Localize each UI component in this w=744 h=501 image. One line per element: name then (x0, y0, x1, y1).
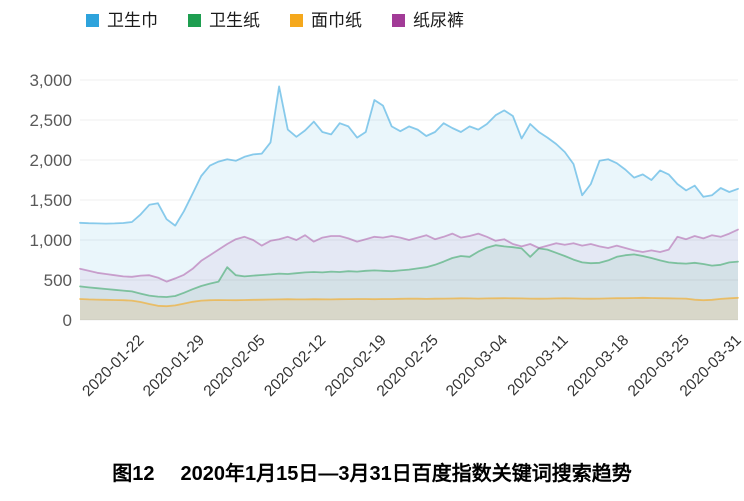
x-axis-tick-label: 2020-03-04 (443, 332, 511, 400)
y-axis-tick-label: 2,000 (29, 151, 72, 170)
x-axis-tick-label: 2020-01-22 (79, 332, 147, 400)
legend-label: 面巾纸 (311, 11, 362, 30)
figure-caption-text: 2020年1月15日—3月31日百度指数关键词搜索趋势 (180, 463, 632, 485)
legend-swatch-icon (188, 14, 201, 27)
x-axis-tick-label: 2020-02-05 (201, 332, 269, 400)
legend-item-toilet-paper: 卫生纸 (188, 12, 260, 29)
y-axis-tick-label: 1,000 (29, 231, 72, 250)
legend-item-diaper: 纸尿裤 (392, 12, 464, 29)
legend-swatch-icon (392, 14, 405, 27)
legend-swatch-icon (290, 14, 303, 27)
legend-swatch-icon (86, 14, 99, 27)
y-axis-tick-label: 1,500 (29, 191, 72, 210)
legend-label: 卫生巾 (107, 11, 158, 30)
series-area-sanitary-napkin (80, 86, 738, 321)
series-line-sanitary-napkin (79, 85, 739, 227)
legend-item-sanitary-napkin: 卫生巾 (86, 12, 158, 29)
series-line-facial-tissue (79, 296, 739, 308)
x-axis-tick-label: 2020-03-11 (504, 332, 571, 399)
legend-item-facial-tissue: 面巾纸 (290, 12, 362, 29)
legend-label: 卫生纸 (209, 11, 260, 30)
series-area-diaper (80, 229, 738, 320)
series-area-toilet-paper (80, 245, 738, 320)
x-axis-tick-label: 2020-01-29 (140, 332, 208, 400)
y-axis-tick-label: 2,500 (29, 111, 72, 130)
figure-number: 图12 (112, 463, 155, 485)
y-axis-tick-label: 500 (44, 271, 72, 290)
x-axis-tick-label: 2020-02-12 (261, 332, 329, 400)
figure-caption: 图12 2020年1月15日—3月31日百度指数关键词搜索趋势 (0, 457, 744, 486)
y-axis-tick-label: 3,000 (29, 71, 72, 90)
line-area-chart: 05001,0001,5002,0002,5003,0002020-01-222… (29, 71, 744, 400)
chart-legend: 卫生巾 卫生纸 面巾纸 纸尿裤 (86, 12, 464, 29)
series-area-facial-tissue (80, 297, 738, 320)
y-axis-tick-label: 0 (63, 311, 72, 330)
legend-label: 纸尿裤 (413, 11, 464, 30)
x-axis-tick-label: 2020-03-18 (564, 332, 632, 400)
series-line-toilet-paper (79, 244, 739, 298)
series-line-diaper (79, 228, 739, 283)
